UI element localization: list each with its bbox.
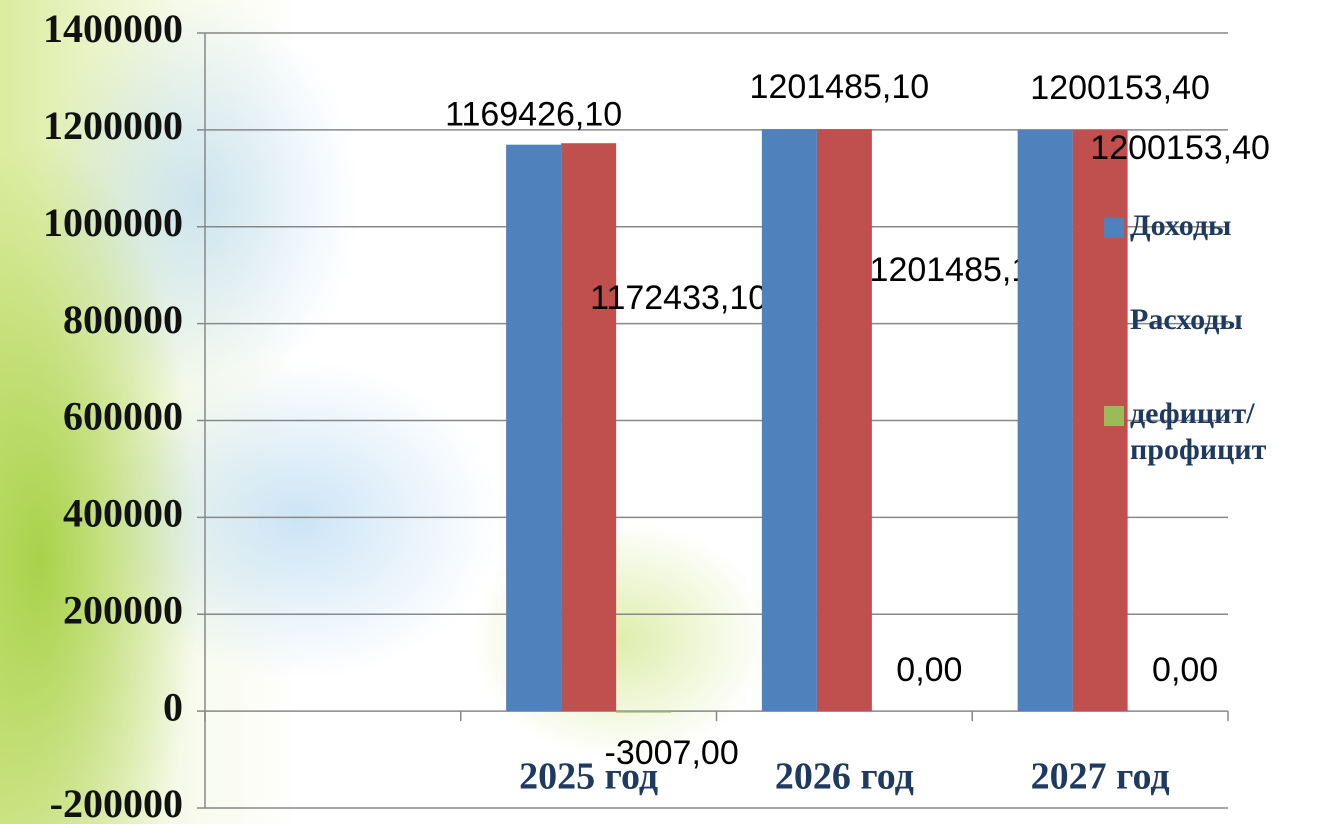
legend-item: Доходы [1104, 208, 1304, 244]
y-tick-label: 200000 [63, 587, 183, 632]
y-tick-label: 400000 [63, 491, 183, 536]
value-label: -3007,00 [605, 734, 739, 772]
bar [561, 143, 617, 712]
y-tick-label: 600000 [63, 394, 183, 439]
legend-item: дефицит/ профицит [1104, 396, 1304, 468]
legend-swatch [1104, 406, 1124, 426]
value-label: 1200153,40 [1090, 129, 1270, 167]
y-tick-label: 1400000 [43, 6, 183, 51]
y-tick-label: -200000 [50, 781, 183, 824]
y-tick-label: 1000000 [43, 200, 183, 245]
value-label: 1172433,10 [590, 279, 767, 317]
bar [816, 129, 872, 712]
y-tick-label: 0 [163, 684, 183, 729]
legend-label: Расходы [1130, 303, 1243, 336]
x-tick-label: 2026 год [775, 756, 914, 798]
value-label: 0,00 [1152, 651, 1218, 689]
legend-swatch [1104, 218, 1124, 238]
legend-swatch [1104, 312, 1124, 332]
legend: Доходы Расходы дефицит/ профицит [1104, 208, 1304, 526]
bar [506, 144, 562, 712]
x-tick-label: 2025 год [519, 756, 658, 798]
value-label: 1201485,10 [750, 68, 930, 106]
value-label: 0,00 [896, 651, 962, 689]
y-tick-label: 800000 [63, 297, 183, 342]
bar [761, 129, 817, 712]
value-label: 1200153,40 [1030, 69, 1210, 107]
bar [616, 711, 672, 713]
legend-label: Доходы [1130, 209, 1232, 242]
bar [1017, 129, 1073, 712]
legend-label: дефицит/ профицит [1130, 397, 1267, 466]
value-label: 1169426,10 [445, 96, 622, 134]
x-tick-label: 2027 год [1031, 756, 1170, 798]
y-tick-label: 1200000 [43, 103, 183, 148]
legend-item: Расходы [1104, 302, 1304, 338]
